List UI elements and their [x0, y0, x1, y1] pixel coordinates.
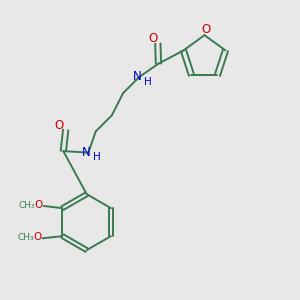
Text: N: N	[133, 70, 141, 83]
Text: H: H	[144, 77, 152, 87]
Text: CH₃: CH₃	[18, 201, 35, 210]
Text: CH₃: CH₃	[17, 233, 34, 242]
Text: N: N	[82, 146, 90, 158]
Text: O: O	[33, 232, 41, 242]
Text: H: H	[93, 152, 101, 162]
Text: O: O	[34, 200, 43, 210]
Text: O: O	[148, 32, 157, 45]
Text: O: O	[55, 119, 64, 132]
Text: O: O	[201, 23, 211, 36]
